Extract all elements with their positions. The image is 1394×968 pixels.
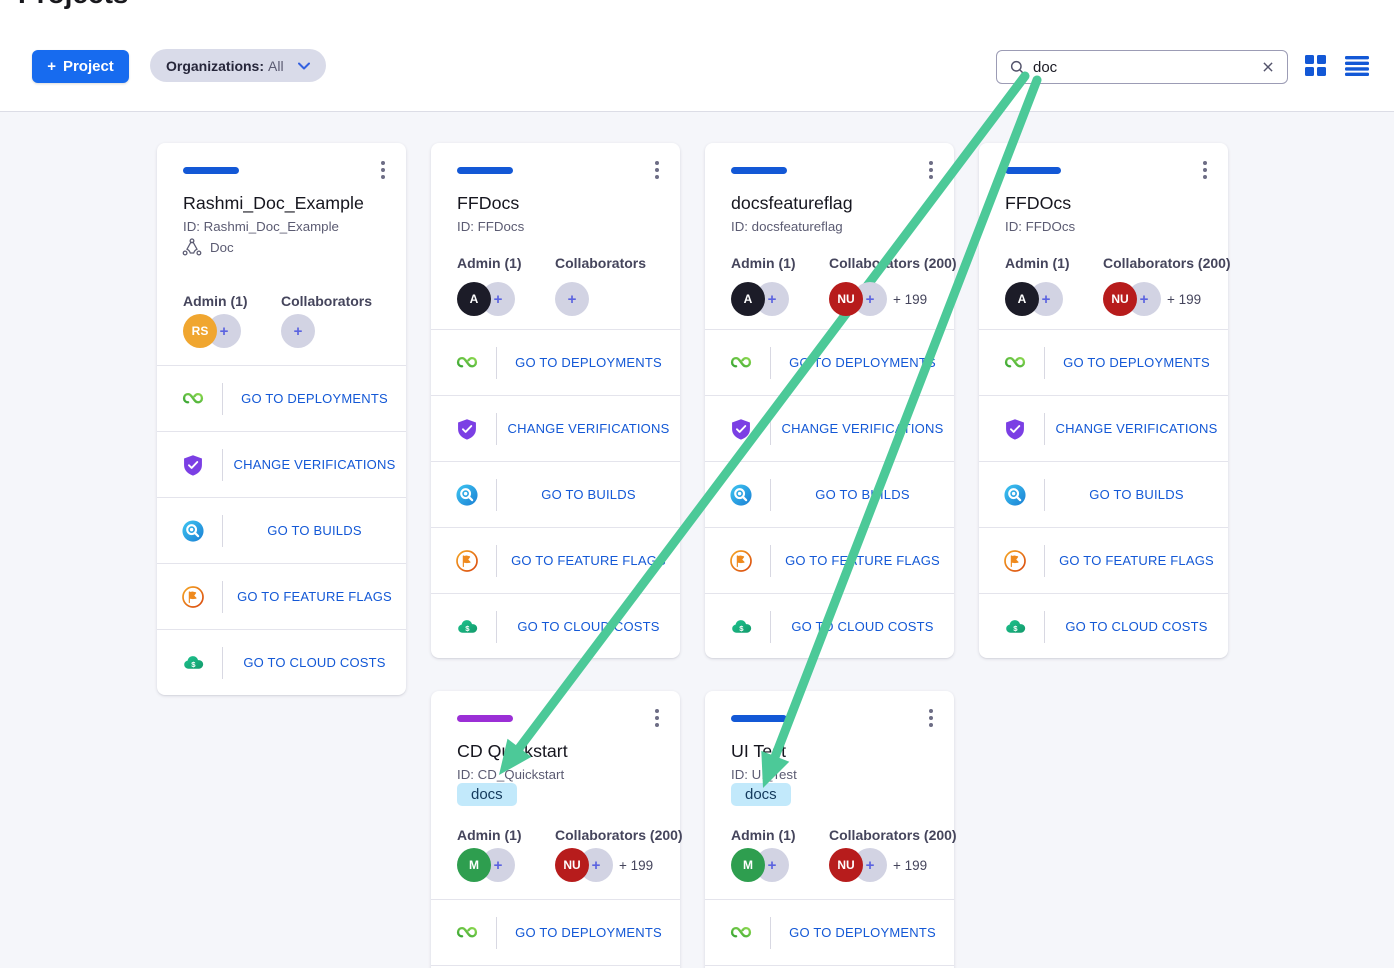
svg-text:$: $ — [191, 660, 196, 669]
svg-text:$: $ — [1013, 624, 1018, 633]
svg-text:$: $ — [739, 624, 744, 633]
svg-text:$: $ — [465, 624, 470, 633]
